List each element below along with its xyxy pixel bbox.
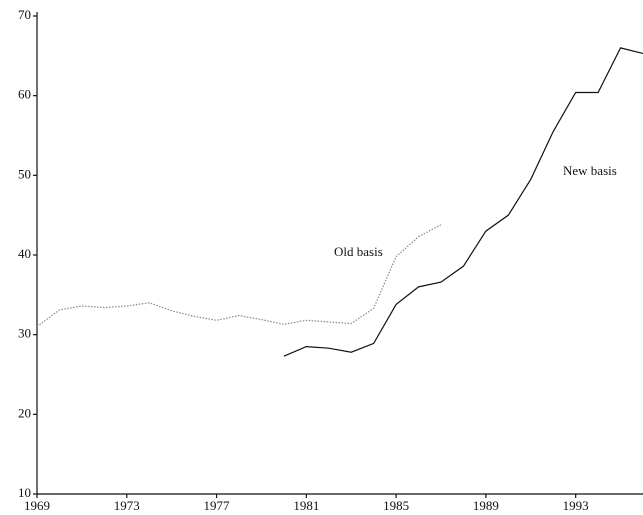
x-tick-label: 1969 [24,498,50,513]
series-annotation: Old basis [334,244,383,259]
x-tick-label: 1977 [204,498,231,513]
series-line [283,47,643,357]
y-tick-label: 20 [18,405,31,420]
y-tick-label: 50 [18,166,31,181]
x-tick-label: 1981 [293,498,319,513]
x-tick-label: 1993 [563,498,589,513]
y-tick-label: 70 [18,7,31,22]
y-tick-label: 40 [18,246,31,261]
y-tick-label: 10 [18,485,31,500]
x-tick-label: 1989 [473,498,499,513]
y-tick-label: 60 [18,87,31,102]
series-annotation: New basis [563,163,617,178]
series-line [36,224,442,328]
y-tick-label: 30 [18,326,31,341]
x-tick-label: 1985 [383,498,409,513]
x-tick-label: 1973 [114,498,140,513]
